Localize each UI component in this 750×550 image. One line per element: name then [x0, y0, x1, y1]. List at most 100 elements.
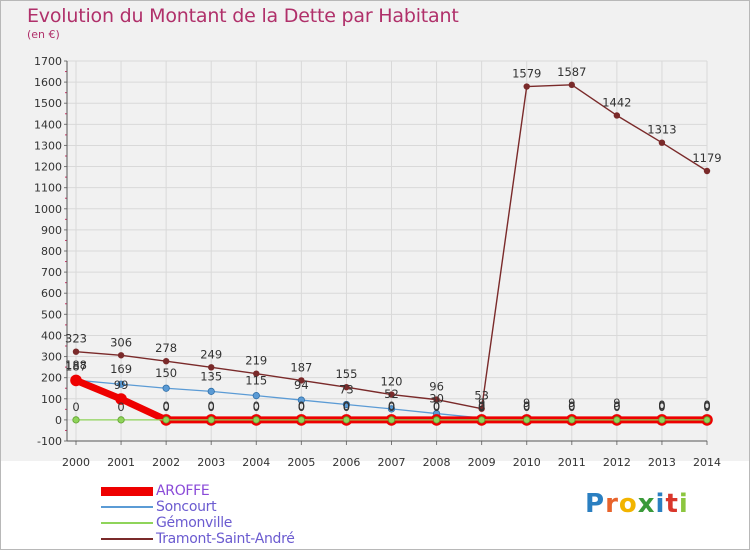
- data-labels: 0 0 0 0 0 0 0 0 0 0 0 0 0 0 0: [72, 400, 710, 414]
- data-point: [388, 391, 395, 398]
- data-point: [72, 348, 80, 355]
- data-label: 120: [381, 375, 403, 389]
- data-label: 0: [433, 400, 440, 414]
- data-label: 0: [523, 400, 530, 414]
- data-point: [613, 112, 621, 119]
- data-label: 169: [110, 362, 132, 376]
- data-point: [478, 416, 486, 424]
- legend-item: Gémonville: [101, 515, 295, 531]
- y-tick-label: 400: [41, 329, 62, 342]
- y-tick-label: 0: [55, 414, 62, 427]
- logo-letter: P: [585, 489, 606, 519]
- data-label: 0: [162, 399, 169, 413]
- y-tick-label: 700: [41, 266, 62, 279]
- data-point: [613, 416, 621, 424]
- x-tick-label: 2011: [558, 456, 586, 469]
- data-label: 53: [474, 389, 489, 403]
- data-label: 0: [703, 400, 710, 414]
- data-point: [252, 392, 260, 400]
- data-label: 115: [245, 374, 267, 388]
- data-point: [478, 405, 485, 412]
- data-point: [253, 370, 260, 377]
- data-label: 0: [72, 400, 79, 414]
- x-tick-label: 2007: [378, 456, 406, 469]
- data-label: 0: [613, 400, 620, 414]
- data-label: 323: [65, 332, 87, 346]
- data-label: 0: [658, 399, 665, 413]
- x-tick-label: 2000: [62, 456, 90, 469]
- data-label: 155: [335, 367, 357, 381]
- data-point: [207, 387, 215, 395]
- x-tick-label: 2005: [287, 456, 315, 469]
- unit-label: (en €): [27, 28, 60, 41]
- data-label: 0: [703, 398, 710, 412]
- data-label: 187: [290, 360, 312, 374]
- legend-swatch: [101, 506, 153, 508]
- series-tramont-saint-andr-: [72, 81, 711, 412]
- data-point: [117, 380, 125, 388]
- data-point: [117, 352, 125, 359]
- series-g-monville: [72, 416, 711, 424]
- x-tick-label: 2010: [513, 456, 541, 469]
- data-point: [162, 358, 170, 365]
- y-tick-label: 1200: [34, 161, 62, 174]
- data-label: 0: [478, 400, 485, 414]
- data-label: 94: [294, 378, 309, 392]
- data-point: [658, 139, 666, 146]
- data-label: 96: [429, 380, 444, 394]
- data-label: 0: [388, 399, 395, 413]
- data-label: 0: [162, 400, 169, 414]
- data-label: 0: [343, 399, 350, 413]
- data-label: 0: [117, 400, 124, 414]
- logo-letter: i: [655, 489, 666, 519]
- x-tick-label: 2006: [332, 456, 360, 469]
- data-point: [342, 416, 351, 424]
- data-point: [433, 396, 440, 403]
- chart-title: Evolution du Montant de la Dette par Hab…: [27, 5, 459, 27]
- data-label: 188: [65, 358, 87, 372]
- legend-swatch: [101, 538, 153, 540]
- data-label: 9: [568, 396, 575, 410]
- x-tick-label: 2001: [107, 456, 135, 469]
- data-label: 0: [208, 400, 215, 414]
- x-tick-label: 2013: [648, 456, 676, 469]
- data-label: 1579: [512, 67, 541, 81]
- data-label: 9: [613, 396, 620, 410]
- y-tick-label: 1300: [34, 139, 62, 152]
- y-tick-label: -100: [37, 435, 62, 448]
- data-point: [343, 383, 350, 391]
- data-labels: 188 169 150 135 115 94 73 52 30 9 9 9 9 0 0: [65, 358, 711, 412]
- data-point: [162, 384, 170, 392]
- data-label: 135: [200, 369, 222, 383]
- data-label: 0: [523, 399, 530, 413]
- data-label: 0: [388, 400, 395, 414]
- data-label: 0: [703, 399, 710, 413]
- data-label: 0: [208, 399, 215, 413]
- x-tick-label: 2008: [423, 456, 451, 469]
- data-point: [252, 416, 260, 424]
- data-labels: 323 306 278 249 219 187 155 120 96 53 1579 1587 1442…: [65, 65, 722, 403]
- data-label: 249: [200, 347, 222, 361]
- data-point: [297, 416, 305, 424]
- legend: AROFFE Soncourt Gémonville Tramont-Saint-An…: [101, 483, 295, 547]
- legend-label: AROFFE: [156, 483, 210, 499]
- y-tick-label: 1100: [34, 182, 62, 195]
- legend-label: Soncourt: [156, 499, 217, 515]
- data-point: [298, 377, 305, 384]
- data-label: 0: [298, 400, 305, 414]
- data-point: [658, 416, 666, 424]
- data-label: 0: [658, 400, 665, 414]
- data-label: 9: [523, 396, 530, 410]
- x-tick-label: 2009: [468, 456, 496, 469]
- data-point: [342, 400, 351, 409]
- data-label: 0: [298, 399, 305, 413]
- data-label: 0: [658, 398, 665, 412]
- data-label: 1442: [602, 95, 631, 109]
- data-label: 0: [253, 400, 260, 414]
- y-tick-label: 900: [41, 224, 62, 237]
- data-label: 0: [433, 399, 440, 413]
- data-point: [70, 374, 82, 387]
- legend-swatch: [101, 486, 153, 496]
- data-point: [523, 416, 531, 424]
